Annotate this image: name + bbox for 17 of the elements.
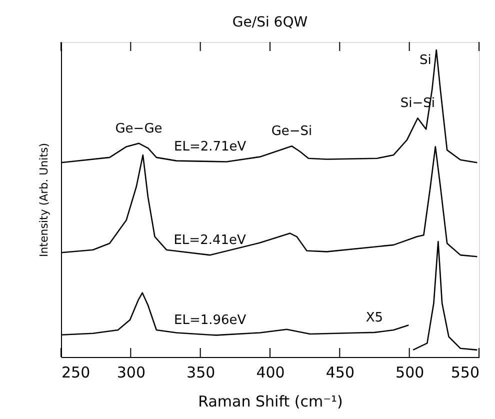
annotation: Si [419,52,432,68]
x-tick-label: 400 [256,364,285,382]
chart-title: Ge/Si 6QW [232,14,308,30]
x-tick-label: 300 [116,364,146,382]
annotation: X5 [366,310,384,326]
annotation: Ge−Ge [115,121,162,136]
annotation: EL=1.96eV [174,312,246,328]
x-tick-label: 350 [186,364,216,382]
x-tick-label: 500 [396,364,424,382]
annotation: Ge−Si [271,124,312,140]
x-tick-label: 250 [62,364,90,382]
annotation: EL=2.71eV [174,139,246,154]
x-tick-label: 550 [450,364,480,382]
x-tick-label: 450 [326,364,354,382]
annotation: EL=2.41eV [174,233,246,248]
y-axis-title: Intensity (Arb. Units) [38,142,50,258]
x-axis-title: Raman Shift (cm⁻¹) [198,392,343,410]
